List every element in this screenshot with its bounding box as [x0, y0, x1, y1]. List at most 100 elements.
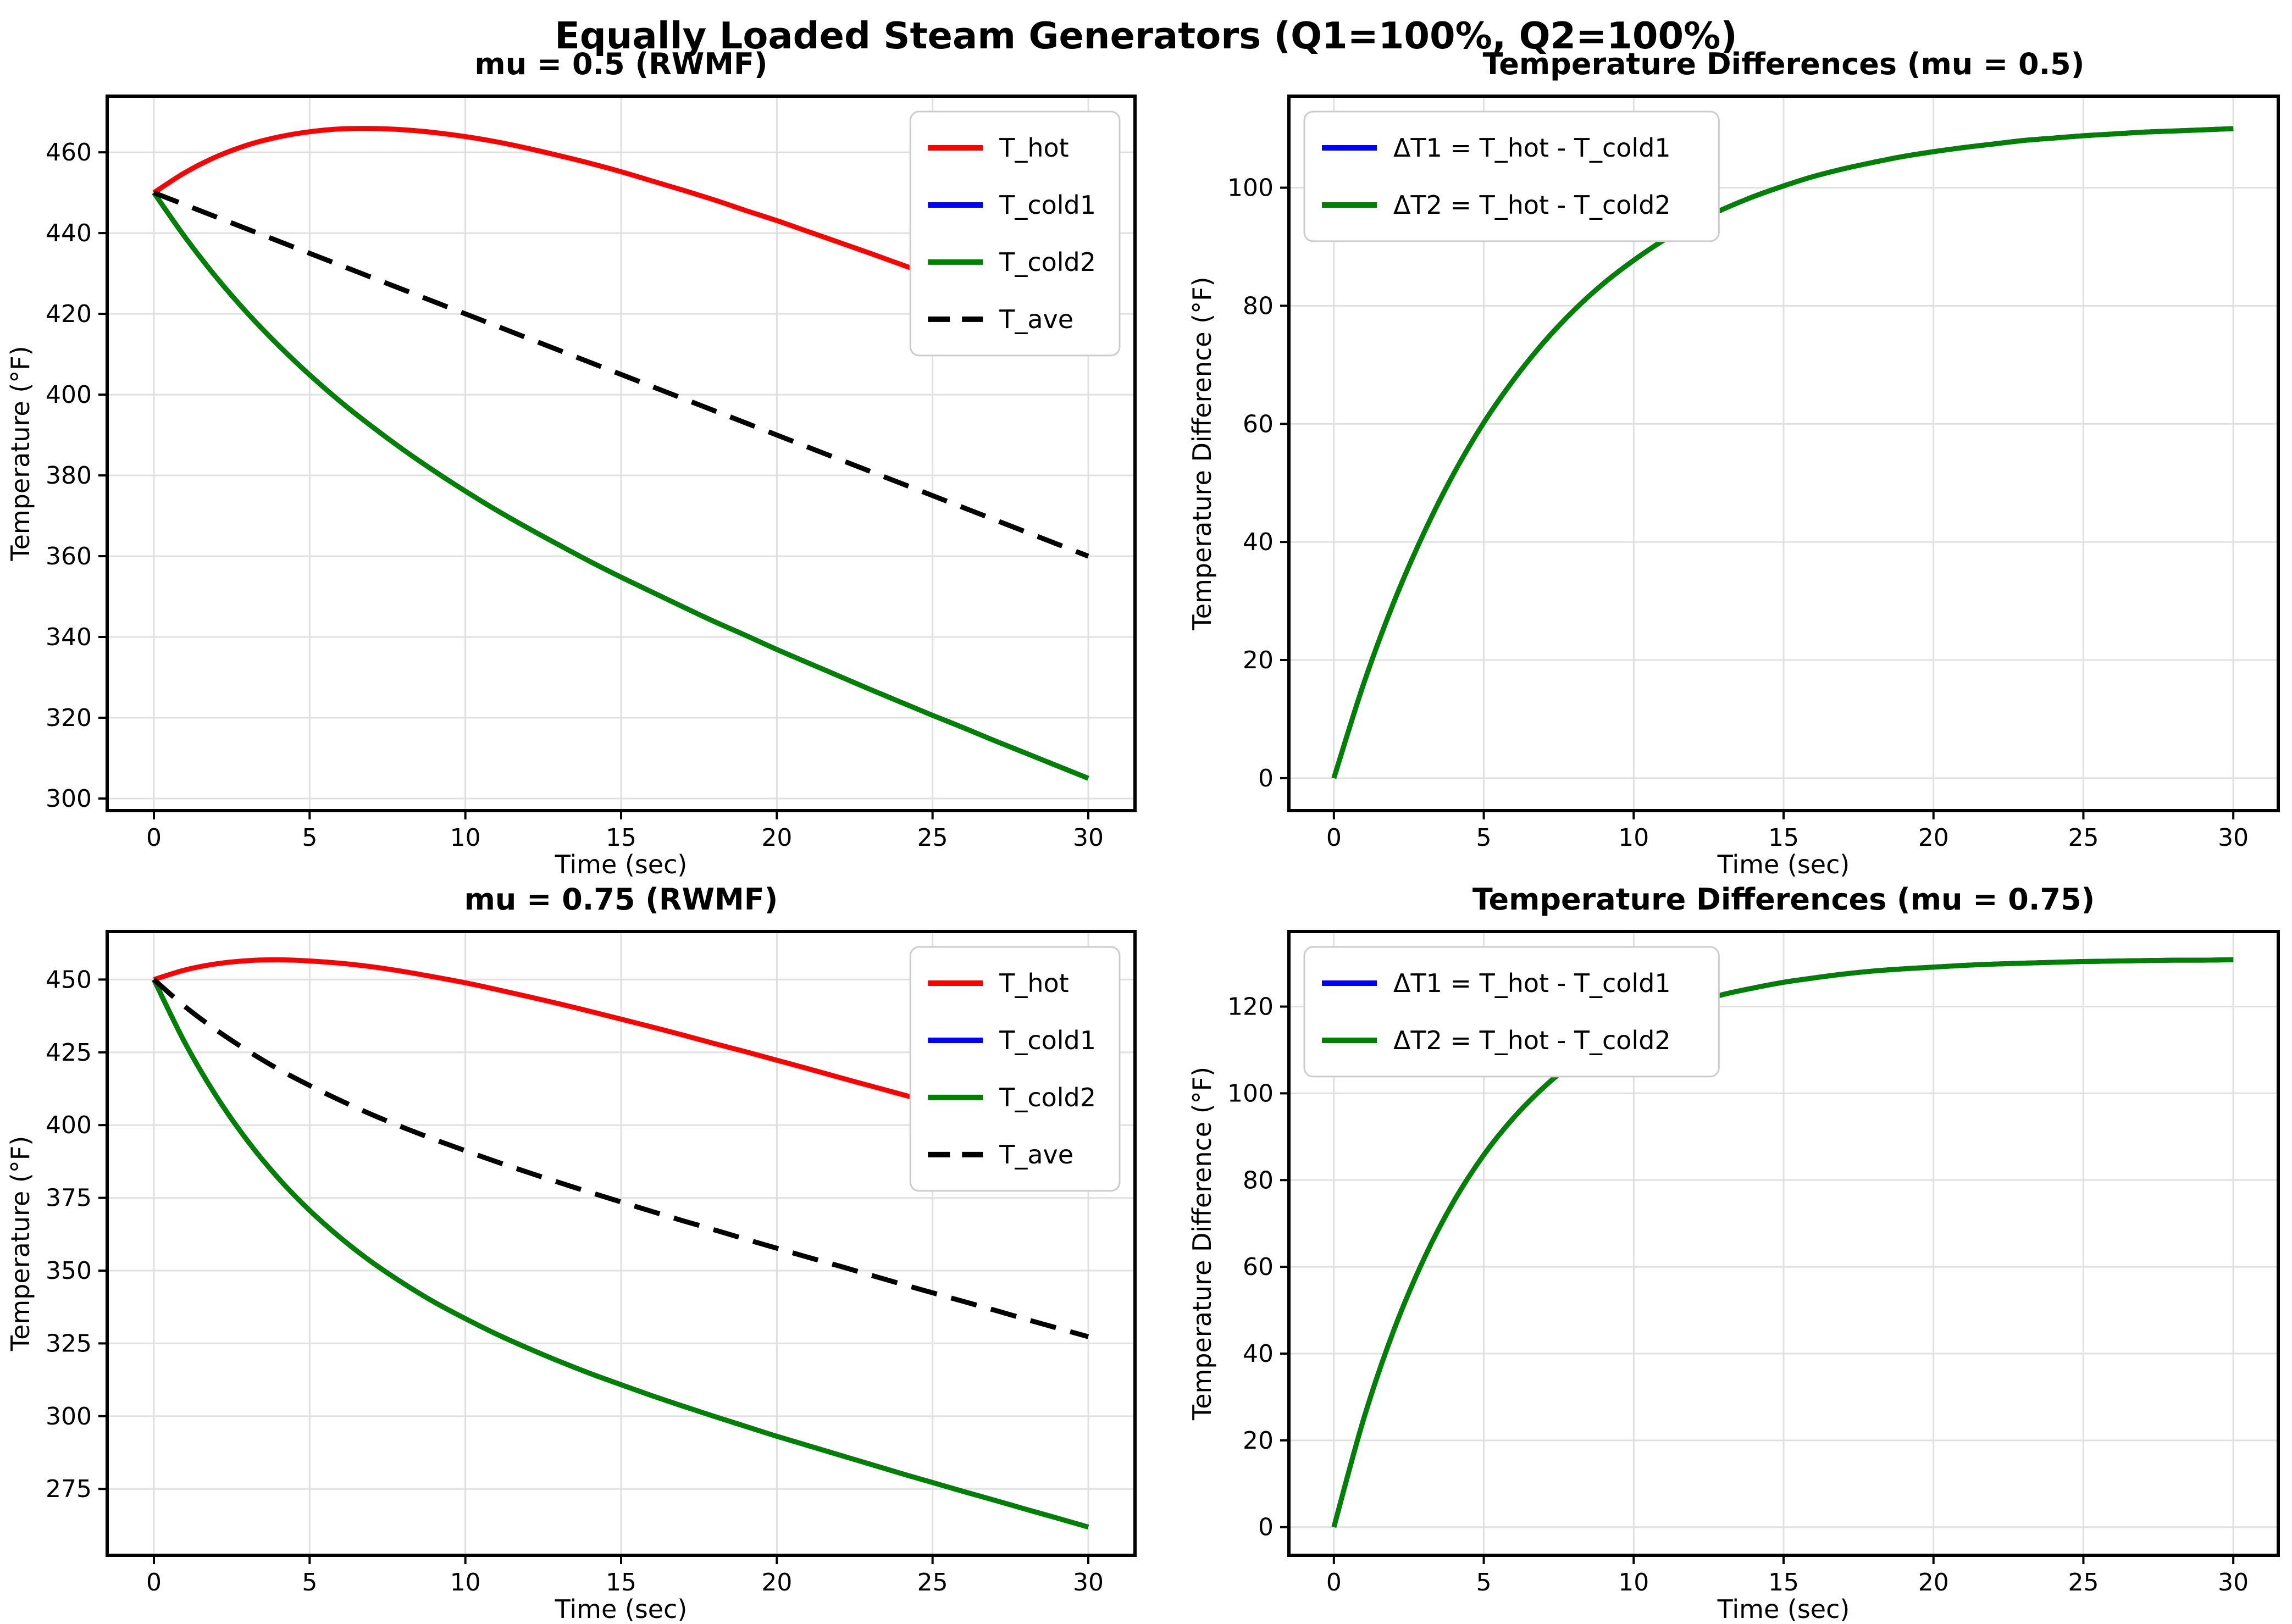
y-tick-label: 80 [1243, 292, 1274, 320]
x-tick-label: 15 [1768, 824, 1799, 852]
y-axis-label: Temperature (°F) [5, 1136, 35, 1351]
y-tick-label: 120 [1227, 993, 1274, 1021]
y-tick-label: 420 [46, 300, 92, 328]
x-tick-label: 0 [146, 824, 162, 852]
legend: ΔT1 = T_hot - T_cold1 ΔT2 = T_hot - T_col… [1303, 110, 1720, 242]
x-tick-label: 0 [1326, 1568, 1342, 1597]
legend-label-t-cold2: T_cold2 [999, 247, 1096, 277]
x-tick-label: 30 [1073, 1568, 1104, 1597]
legend-label-t-ave: T_ave [999, 304, 1073, 334]
x-tick-label: 15 [606, 1568, 636, 1597]
y-tick-label: 0 [1258, 764, 1274, 792]
series-t-cold2-line [152, 191, 1089, 781]
y-axis-label: Temperature Difference (°F) [1187, 1067, 1217, 1421]
x-tick-label: 5 [1476, 824, 1492, 852]
legend: ΔT1 = T_hot - T_cold1 ΔT2 = T_hot - T_col… [1303, 946, 1720, 1078]
y-tick-label: 60 [1243, 1253, 1274, 1281]
x-tick-label: 15 [606, 824, 636, 852]
y-tick-label: 275 [46, 1475, 92, 1503]
legend-label-t-ave: T_ave [999, 1140, 1073, 1169]
x-tick-label: 20 [761, 1568, 792, 1597]
x-tick-label: 15 [1768, 1568, 1799, 1597]
x-tick-label: 10 [1618, 1568, 1649, 1597]
x-tick-label: 5 [1476, 1568, 1492, 1597]
legend-box [909, 946, 1121, 1192]
legend-box [909, 110, 1121, 357]
subplot-temps-mu-0-5: 0 5 10 15 20 25 30 300 320 340 360 380 400 420 440 460 m… [5, 47, 1137, 879]
x-tick-label: 30 [2218, 1568, 2249, 1597]
y-tick-label: 60 [1243, 410, 1274, 438]
y-tick-label: 400 [46, 381, 92, 409]
y-tick-label: 460 [46, 138, 92, 167]
subplot-title: Temperature Differences (mu = 0.5) [1483, 47, 2085, 81]
series-group [1331, 957, 2234, 1528]
legend-label-t-cold2: T_cold2 [999, 1083, 1096, 1112]
y-tick-label: 350 [46, 1257, 92, 1285]
x-tick-label: 5 [302, 1568, 317, 1597]
series-group [1331, 126, 2234, 779]
y-axis-label: Temperature (°F) [5, 346, 35, 561]
y-tick-label: 425 [46, 1039, 92, 1067]
y-tick-label: 0 [1258, 1514, 1274, 1542]
x-tick-label: 25 [917, 824, 948, 852]
y-tick-label: 325 [46, 1329, 92, 1357]
y-tick-label: 300 [46, 785, 92, 813]
axes-spines [106, 95, 1137, 812]
subplot-title: Temperature Differences (mu = 0.75) [1472, 882, 2095, 917]
series-t-ave-line [153, 190, 1089, 559]
y-tick-label: 300 [46, 1403, 92, 1431]
x-axis-label: Time (sec) [1717, 850, 1850, 879]
y-axis-label: Temperature Difference (°F) [1187, 276, 1217, 630]
x-tick-label: 0 [1326, 824, 1342, 852]
legend-label-t2-t-hot-t-cold2: ΔT2 = T_hot - T_cold2 [1393, 190, 1671, 220]
legend-label-t-hot: T_hot [999, 968, 1069, 998]
y-tick-label: 100 [1227, 1079, 1274, 1107]
y-tick-label: 380 [46, 462, 92, 490]
y-tick-label: 40 [1243, 1340, 1274, 1368]
y-tick-label: 80 [1243, 1166, 1274, 1194]
y-tick-label: 20 [1243, 646, 1274, 674]
figure-suptitle: Equally Loaded Steam Generators (Q1=100%… [555, 14, 1737, 57]
y-tick-label: 100 [1227, 174, 1274, 202]
y-tick-label: 375 [46, 1184, 92, 1212]
x-tick-label: 20 [761, 824, 792, 852]
subplot-temps-mu-0-75: 0 5 10 15 20 25 30 275 300 325 350 375 400 425 450 mu =… [5, 882, 1137, 1624]
x-tick-label: 20 [1918, 824, 1949, 852]
legend-label-t2-t-hot-t-cold2: ΔT2 = T_hot - T_cold2 [1393, 1026, 1671, 1055]
axes-spines [1287, 95, 2280, 812]
y-tick-label: 440 [46, 219, 92, 247]
y-tick-label: 20 [1243, 1427, 1274, 1455]
subplot-diffs-mu-0-5: 0 5 10 15 20 25 30 0 20 40 60 80 100 Temperature Diff… [1187, 47, 2280, 879]
y-tick-label: 400 [46, 1111, 92, 1139]
legend-box [1303, 946, 1720, 1078]
legend-box [1303, 110, 1720, 242]
legend: T_hot T_cold1 T_cold2 T_ave [909, 946, 1121, 1192]
x-tick-label: 25 [2068, 1568, 2099, 1597]
series-group [152, 126, 1089, 781]
series-t2-t-hot-t-cold2-line [1331, 957, 2234, 1528]
x-tick-label: 10 [450, 824, 481, 852]
legend-label-t1-t-hot-t-cold1: ΔT1 = T_hot - T_cold1 [1393, 968, 1671, 998]
y-tick-label: 450 [46, 966, 92, 994]
legend-label-t1-t-hot-t-cold1: ΔT1 = T_hot - T_cold1 [1393, 133, 1671, 163]
legend-label-t-cold1: T_cold1 [999, 1026, 1096, 1055]
x-tick-label: 30 [2218, 824, 2249, 852]
subplot-title: mu = 0.5 (RWMF) [474, 47, 767, 81]
series-t-cold2-line [151, 978, 1089, 1529]
x-tick-label: 5 [302, 824, 317, 852]
y-tick-label: 360 [46, 542, 92, 570]
series-t2-t-hot-t-cold2-line [1331, 126, 2234, 779]
x-tick-label: 25 [2068, 824, 2099, 852]
legend-label-t-hot: T_hot [999, 133, 1069, 163]
y-tick-label: 40 [1243, 528, 1274, 556]
x-tick-label: 10 [450, 1568, 481, 1597]
y-tick-label: 320 [46, 704, 92, 732]
x-axis-label: Time (sec) [555, 850, 688, 879]
series-t-ave-line [152, 978, 1089, 1339]
x-tick-label: 20 [1918, 1568, 1949, 1597]
subplot-title: mu = 0.75 (RWMF) [464, 882, 778, 917]
legend-label-t-cold1: T_cold1 [999, 190, 1096, 220]
subplot-diffs-mu-0-75: 0 5 10 15 20 25 30 0 20 40 60 80 100 120 Temperature D… [1187, 882, 2280, 1624]
x-tick-label: 0 [146, 1568, 162, 1597]
